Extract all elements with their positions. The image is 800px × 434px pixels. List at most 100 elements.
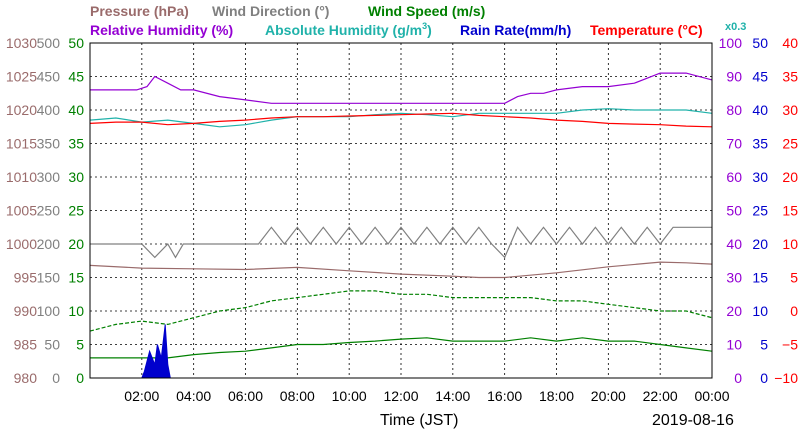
right-axes: 0102030405060708090100051015202530354045… [719,35,799,386]
y-tick-wind-speed: 45 [68,69,84,85]
y-tick-relative-humidity: 10 [726,337,742,353]
y-tick-wind-speed: 25 [68,203,84,219]
y-tick-relative-humidity: 0 [734,370,742,386]
series-relative-humidity [90,72,713,104]
y-tick-temperature: 0 [790,303,798,319]
x-tick-label: 22:00 [643,388,678,404]
x-tick-label: 12:00 [383,388,418,404]
y-tick-temperature: 5 [790,270,798,286]
y-tick-rain-rate: 20 [752,236,768,252]
y-tick-relative-humidity: 40 [726,236,742,252]
left-axes: 9809859909951000100510101015102010251030… [6,35,84,386]
y-tick-temperature: −10 [774,370,798,386]
x-tick-label: 02:00 [124,388,159,404]
y-tick-pressure: 1030 [6,35,37,51]
y-tick-pressure: 995 [14,270,38,286]
y-tick-temperature: 25 [782,136,798,152]
x-tick-label: 08:00 [280,388,315,404]
y-tick-temperature: 30 [782,102,798,118]
y-tick-rain-rate: 45 [752,69,768,85]
y-tick-wind-direction: 300 [37,169,61,185]
y-tick-pressure: 1025 [6,69,37,85]
y-tick-rain-rate: 35 [752,136,768,152]
y-tick-temperature: 20 [782,169,798,185]
y-tick-wind-speed: 35 [68,136,84,152]
y-tick-wind-direction: 350 [37,136,61,152]
series-wind-speed-m-s [90,337,713,359]
x-tick-label: 20:00 [591,388,626,404]
legend-rain-rate: Rain Rate(mm/h) [460,22,571,38]
y-tick-wind-direction: 150 [37,270,61,286]
y-tick-wind-speed: 10 [68,303,84,319]
y-tick-wind-direction: 100 [37,303,61,319]
date-label: 2019-08-16 [652,412,734,429]
y-tick-rain-rate: 30 [752,169,768,185]
legend-wind-direction: Wind Direction (°) [212,3,329,19]
y-tick-wind-direction: 50 [44,337,60,353]
x-tick-label: 00:00 [694,388,729,404]
y-tick-rain-rate: 50 [752,35,768,51]
y-tick-relative-humidity: 90 [726,69,742,85]
y-tick-wind-speed: 40 [68,102,84,118]
x-tick-label: 14:00 [435,388,470,404]
x-axis-ticks: 02:00 04:00 06:00 08:00 10:00 12:00 14:00 16:00… [124,388,729,404]
y-tick-pressure: 1000 [6,236,37,252]
y-tick-temperature: −5 [782,337,798,353]
series-pressure-hpa [89,261,713,279]
x-tick-label: 18:00 [539,388,574,404]
y-tick-pressure: 985 [14,337,38,353]
y-tick-wind-direction: 200 [37,236,61,252]
y-tick-wind-direction: 250 [37,203,61,219]
y-tick-rain-rate: 0 [760,370,768,386]
y-tick-relative-humidity: 50 [726,203,742,219]
x-tick-label: 04:00 [176,388,211,404]
y-tick-wind-speed: 15 [68,270,84,286]
series-temperature-c [89,112,713,128]
x-axis-title: Time (JST) [380,412,459,429]
y-tick-rain-rate: 5 [760,337,768,353]
y-tick-wind-direction: 0 [52,370,60,386]
y-tick-wind-speed: 30 [68,169,84,185]
legend-absolute-humidity: Absolute Humidity (g/m3) [265,21,432,38]
y-tick-wind-speed: 20 [68,236,84,252]
y-tick-pressure: 1005 [6,203,37,219]
y-tick-wind-speed: 50 [68,35,84,51]
y-tick-pressure: 1010 [6,169,37,185]
y-tick-relative-humidity: 20 [726,303,742,319]
x-tick-label: 10:00 [332,388,367,404]
y-tick-temperature: 40 [782,35,798,51]
y-tick-rain-rate: 25 [752,203,768,219]
series-wind-speed-gust-m-s [89,290,713,332]
series [89,72,713,379]
y-tick-wind-speed: 5 [76,337,84,353]
y-tick-wind-direction: 450 [37,69,61,85]
y-tick-pressure: 1015 [6,136,37,152]
y-tick-pressure: 1020 [6,102,37,118]
y-tick-rain-rate: 15 [752,270,768,286]
y-tick-pressure: 990 [14,303,38,319]
y-tick-temperature: 35 [782,69,798,85]
legend: Pressure (hPa) Wind Direction (°) Wind S… [90,3,746,38]
y-tick-relative-humidity: 60 [726,169,742,185]
y-tick-rain-rate: 40 [752,102,768,118]
plot-frame [89,42,713,379]
legend-pressure: Pressure (hPa) [90,3,189,19]
legend-relative-humidity: Relative Humidity (%) [90,22,233,38]
y-tick-relative-humidity: 80 [726,102,742,118]
y-tick-rain-rate: 10 [752,303,768,319]
legend-temperature: Temperature (°C) [590,22,703,38]
y-tick-relative-humidity: 70 [726,136,742,152]
y-tick-pressure: 980 [14,370,38,386]
legend-wind-speed: Wind Speed (m/s) [368,3,485,19]
rain-scale-note: x0.3 [725,21,746,33]
y-tick-wind-speed: 0 [76,370,84,386]
x-tick-label: 16:00 [487,388,522,404]
grid [90,43,712,378]
y-tick-wind-direction: 500 [37,35,61,51]
y-tick-wind-direction: 400 [37,102,61,118]
y-tick-temperature: 15 [782,203,798,219]
y-tick-relative-humidity: 30 [726,270,742,286]
y-tick-relative-humidity: 100 [719,35,743,51]
x-tick-label: 06:00 [228,388,263,404]
